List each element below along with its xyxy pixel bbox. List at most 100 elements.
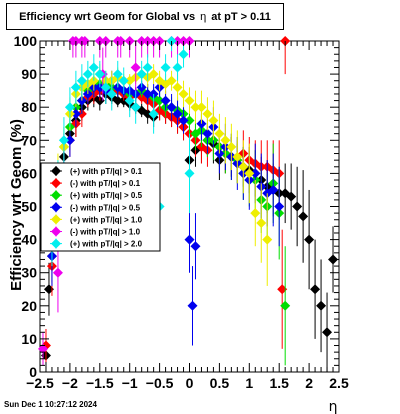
data-point [187, 300, 198, 311]
data-point [274, 201, 285, 212]
legend-entry-label: (+) with pT/|q| > 0.1 [70, 167, 143, 176]
data-point [238, 161, 249, 172]
y-axis-label: Efficiency wrt Geom (%) [8, 119, 25, 291]
data-point [196, 102, 207, 113]
legend-marker [51, 190, 61, 201]
data-point [202, 108, 213, 119]
data-point [100, 82, 111, 93]
legend-marker [51, 214, 61, 225]
data-point [232, 151, 243, 162]
legend-entry-label: (+) with pT/|q| > 2.0 [70, 240, 143, 249]
data-point [58, 135, 69, 146]
data-point [124, 95, 135, 106]
chart-title-prefix: Efficiency wrt Geom for Global vs [19, 10, 196, 23]
chart-title-eta: η [200, 10, 207, 23]
x-tick-label: 1 [245, 375, 253, 391]
data-point [184, 234, 195, 245]
data-point [136, 69, 147, 80]
data-point [178, 88, 189, 99]
legend-entry-label: (-) with pT/|q| > 0.5 [70, 203, 141, 212]
data-point [64, 102, 75, 113]
data-point [70, 108, 81, 119]
data-point [142, 62, 153, 73]
data-point [184, 168, 195, 179]
data-point [262, 234, 273, 245]
data-point [154, 95, 165, 106]
legend-entry-label: (+) with pT/|q| > 0.5 [70, 191, 143, 200]
data-point [172, 62, 183, 73]
data-point [160, 95, 171, 106]
y-tick-label: 20 [21, 298, 37, 314]
legend-marker [51, 178, 61, 189]
data-point [166, 102, 177, 113]
data-point [112, 69, 123, 80]
data-point [37, 343, 48, 354]
data-point [277, 284, 288, 295]
data-point [178, 49, 189, 60]
chart-title: Efficiency wrt Geom for Global vs η at p… [6, 3, 284, 30]
data-point [106, 88, 117, 99]
x-tick-label: 0 [186, 375, 194, 391]
data-point [70, 82, 81, 93]
series-layer [37, 36, 339, 372]
data-point [148, 108, 159, 119]
data-point [214, 128, 225, 139]
data-point [298, 211, 309, 222]
chart-title-suffix: at pT > 0.11 [211, 10, 271, 23]
x-tick-label: −1.5 [86, 375, 114, 391]
x-tick-label: −2.5 [26, 375, 54, 391]
data-point [286, 191, 297, 202]
data-point [130, 62, 141, 73]
data-point [220, 135, 231, 146]
data-point [160, 62, 171, 73]
x-tick-label: 2.5 [329, 375, 349, 391]
data-point [208, 115, 219, 126]
y-tick-label: 40 [21, 232, 37, 248]
legend-marker [51, 238, 61, 249]
legend: (+) with pT/|q| > 0.1 (-) with pT/|q| > 0… [40, 162, 161, 252]
y-tick-label: 50 [21, 199, 37, 215]
data-point [184, 115, 195, 126]
x-tick-label: −0.5 [146, 375, 174, 391]
series-6 [46, 36, 195, 267]
data-point [310, 284, 321, 295]
data-point [322, 327, 333, 338]
y-tick-label: 70 [21, 132, 37, 148]
data-point [142, 88, 153, 99]
data-point [148, 69, 159, 80]
data-point [118, 75, 129, 86]
y-tick-label: 90 [21, 66, 37, 82]
x-tick-label: −1 [122, 375, 138, 391]
legend-entry-label: (-) with pT/|q| > 0.1 [70, 179, 141, 188]
y-tick-label: 80 [21, 99, 37, 115]
data-point [280, 300, 291, 311]
data-point [202, 128, 213, 139]
data-point [316, 300, 327, 311]
data-point [76, 75, 87, 86]
data-point [328, 254, 339, 265]
data-point [268, 184, 279, 195]
data-point [172, 108, 183, 119]
data-point [52, 267, 63, 278]
legend-marker [51, 202, 61, 213]
data-point [112, 95, 123, 106]
data-point [130, 102, 141, 113]
x-tick-label: 1.5 [269, 375, 289, 391]
data-point [250, 168, 261, 179]
data-point [64, 135, 75, 146]
data-point [184, 95, 195, 106]
timestamp: Sun Dec 1 10:27:12 2024 [4, 400, 97, 409]
data-point [292, 201, 303, 212]
data-point [226, 141, 237, 152]
x-tick-label: −2 [62, 375, 78, 391]
x-tick-label: 0.5 [210, 375, 230, 391]
legend-entry-label: (-) with pT/|q| > 1.0 [70, 228, 141, 237]
y-tick-label: 30 [21, 265, 37, 281]
y-tick-label: 10 [21, 331, 37, 347]
y-tick-label: 100 [14, 33, 38, 49]
legend-marker [51, 166, 61, 176]
x-axis-label: η [329, 399, 338, 414]
legend-entry-label: (+) with pT/|q| > 1.0 [70, 215, 143, 224]
x-tick-label: 2 [305, 375, 313, 391]
